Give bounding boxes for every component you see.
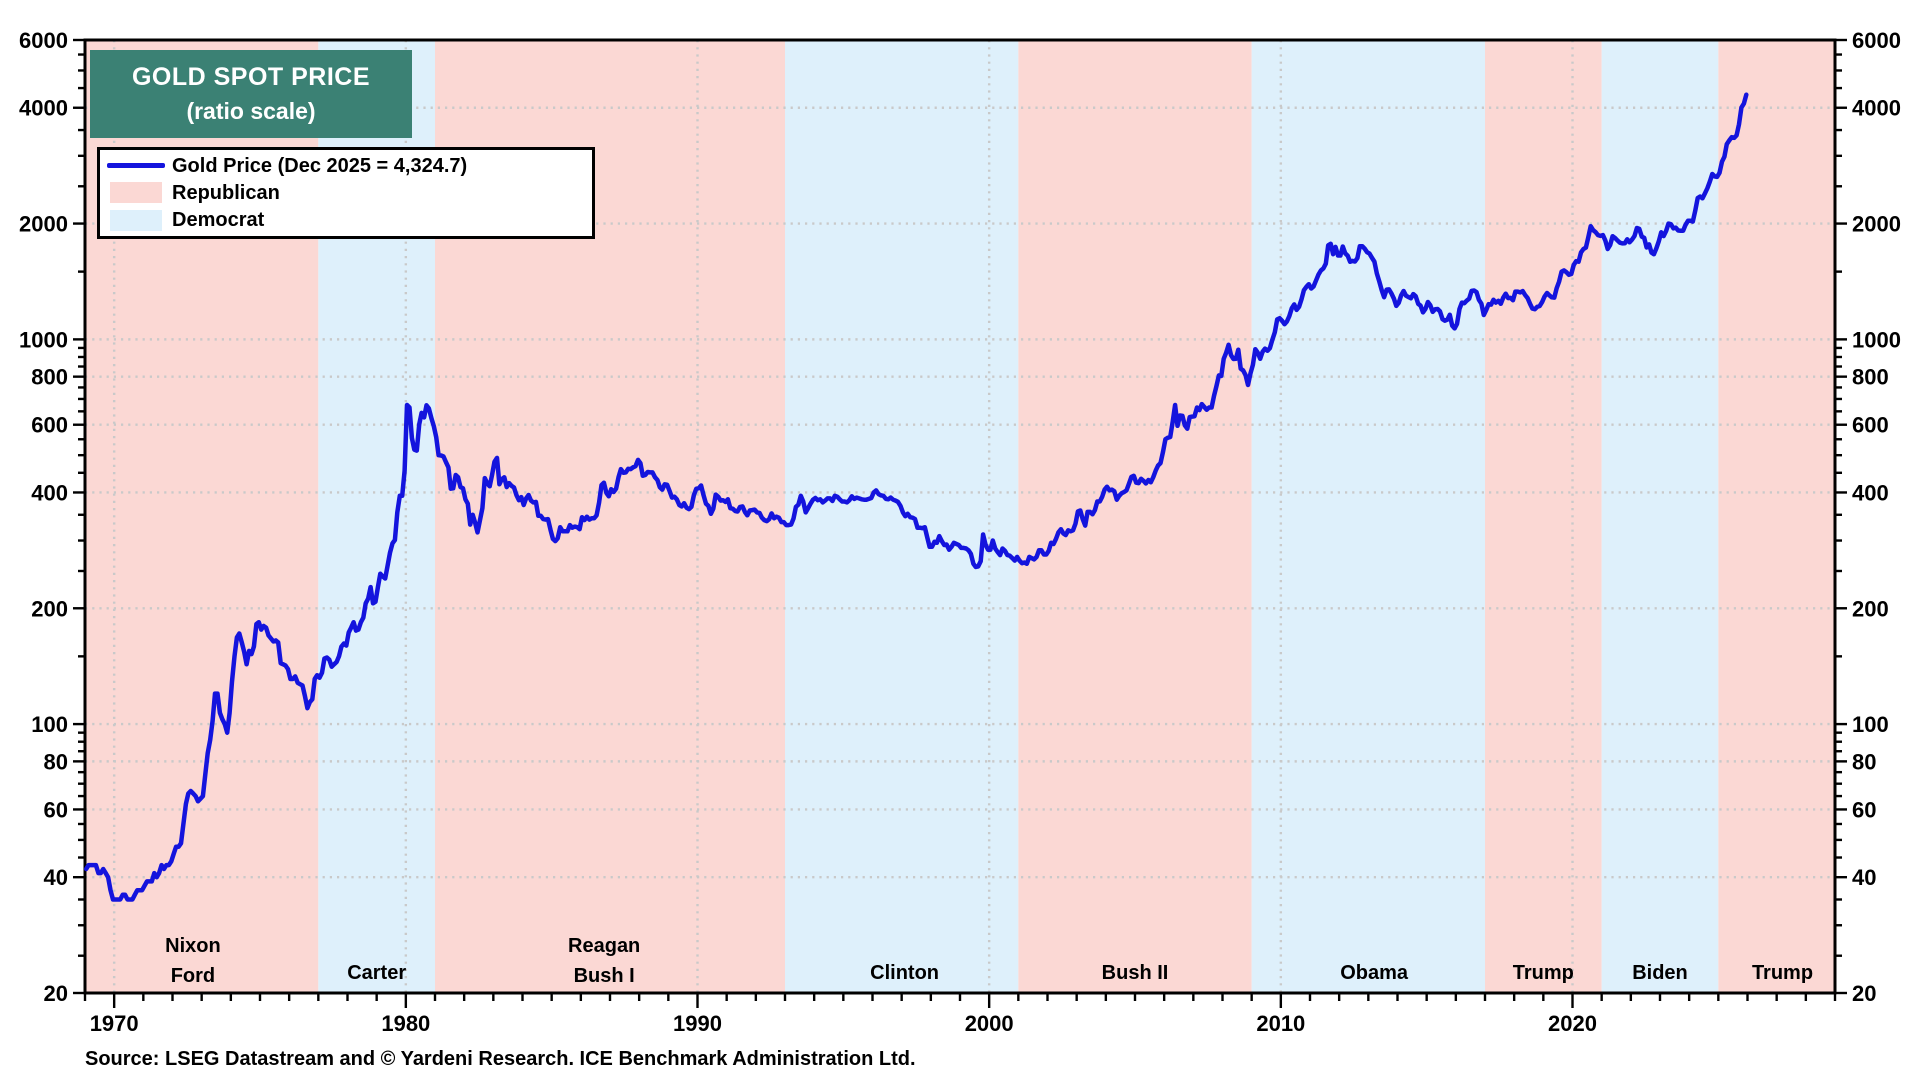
era-band-biden bbox=[1601, 40, 1719, 993]
source-note: Source: LSEG Datastream and © Yardeni Re… bbox=[85, 1048, 916, 1070]
y-axis-label-right-2000: 2000 bbox=[1852, 212, 1901, 237]
y-axis-label-right-800: 800 bbox=[1852, 365, 1889, 390]
y-axis-label-right-60: 60 bbox=[1852, 797, 1876, 822]
era-labels: Nixon Ford Carter Reagan Bush I Clinton Bush I… bbox=[165, 935, 1813, 987]
y-axis-label-right-80: 80 bbox=[1852, 749, 1876, 774]
price-line bbox=[83, 92, 1749, 902]
era-band-obama bbox=[1251, 40, 1485, 993]
era-label-clinton: Clinton bbox=[870, 962, 939, 984]
era-band-trump bbox=[1485, 40, 1602, 993]
chart-title: GOLD SPOT PRICE bbox=[131, 63, 371, 91]
x-axis-label-2020: 2020 bbox=[1548, 1011, 1597, 1036]
y-axis-label-left-60: 60 bbox=[44, 797, 68, 822]
era-label-biden: Biden bbox=[1632, 962, 1688, 984]
y-axis-label-left-600: 600 bbox=[31, 413, 68, 438]
y-axis-label-left-4000: 4000 bbox=[19, 96, 68, 121]
y-axis-label-right-6000: 6000 bbox=[1852, 28, 1901, 53]
legend-label-gold-price: Gold Price (Dec 2025 = 4,324.7) bbox=[172, 154, 468, 177]
x-axis-label-1980: 1980 bbox=[381, 1011, 430, 1036]
y-axis-label-right-1000: 1000 bbox=[1852, 327, 1901, 352]
legend: Gold Price (Dec 2025 = 4,324.7) Republic… bbox=[97, 147, 595, 239]
chart-title-box: GOLD SPOT PRICE (ratio scale) bbox=[90, 50, 412, 138]
y-axis-label-right-400: 400 bbox=[1852, 480, 1889, 505]
chart-subtitle: (ratio scale) bbox=[186, 98, 316, 124]
y-axis-label-left-200: 200 bbox=[31, 596, 68, 621]
era-label-bush-ii: Bush II bbox=[1102, 962, 1169, 984]
y-axis-label-right-4000: 4000 bbox=[1852, 96, 1901, 121]
y-axis-label-right-200: 200 bbox=[1852, 596, 1889, 621]
era-label-nixon: Nixon bbox=[165, 935, 221, 957]
y-axis-label-left-80: 80 bbox=[44, 749, 68, 774]
y-axis-label-right-20: 20 bbox=[1852, 981, 1876, 1006]
gold-price-series bbox=[83, 92, 1749, 902]
republican-swatch bbox=[100, 182, 172, 204]
legend-item-democrat: Democrat bbox=[100, 207, 592, 234]
x-axis-label-1970: 1970 bbox=[90, 1011, 139, 1036]
legend-item-gold-price: Gold Price (Dec 2025 = 4,324.7) bbox=[100, 152, 592, 179]
era-label-reagan: Reagan bbox=[568, 935, 640, 957]
y-axis-label-left-40: 40 bbox=[44, 865, 68, 890]
y-axis-label-left-6000: 6000 bbox=[19, 28, 68, 53]
era-label-ford: Ford bbox=[171, 965, 215, 987]
gold-price-line-swatch bbox=[100, 163, 172, 169]
y-axis-label-right-600: 600 bbox=[1852, 413, 1889, 438]
era-band-clinton bbox=[785, 40, 1019, 993]
legend-item-republican: Republican bbox=[100, 179, 592, 206]
y-axis-label-left-400: 400 bbox=[31, 480, 68, 505]
y-axis-label-left-1000: 1000 bbox=[19, 327, 68, 352]
era-band-trump-2 bbox=[1718, 40, 1835, 993]
x-axis-label-2010: 2010 bbox=[1256, 1011, 1305, 1036]
era-label-bush-i: Bush I bbox=[574, 965, 635, 987]
era-band-bush-ii bbox=[1018, 40, 1252, 993]
y-axis-label-right-40: 40 bbox=[1852, 865, 1876, 890]
era-label-obama: Obama bbox=[1340, 962, 1409, 984]
x-axis-label-2000: 2000 bbox=[965, 1011, 1014, 1036]
legend-label-democrat: Democrat bbox=[172, 209, 265, 232]
democrat-swatch bbox=[100, 209, 172, 231]
y-axis-label-left-2000: 2000 bbox=[19, 212, 68, 237]
x-axis-label-1990: 1990 bbox=[673, 1011, 722, 1036]
axis-ticks bbox=[73, 38, 1847, 1008]
era-label-trump: Trump bbox=[1752, 962, 1813, 984]
legend-label-republican: Republican bbox=[172, 181, 280, 204]
y-axis-label-left-800: 800 bbox=[31, 365, 68, 390]
era-label-trump: Trump bbox=[1513, 962, 1574, 984]
era-label-carter: Carter bbox=[347, 962, 406, 984]
y-axis-label-right-100: 100 bbox=[1852, 712, 1889, 737]
y-axis-label-left-100: 100 bbox=[31, 712, 68, 737]
y-axis-label-left-20: 20 bbox=[44, 981, 68, 1006]
